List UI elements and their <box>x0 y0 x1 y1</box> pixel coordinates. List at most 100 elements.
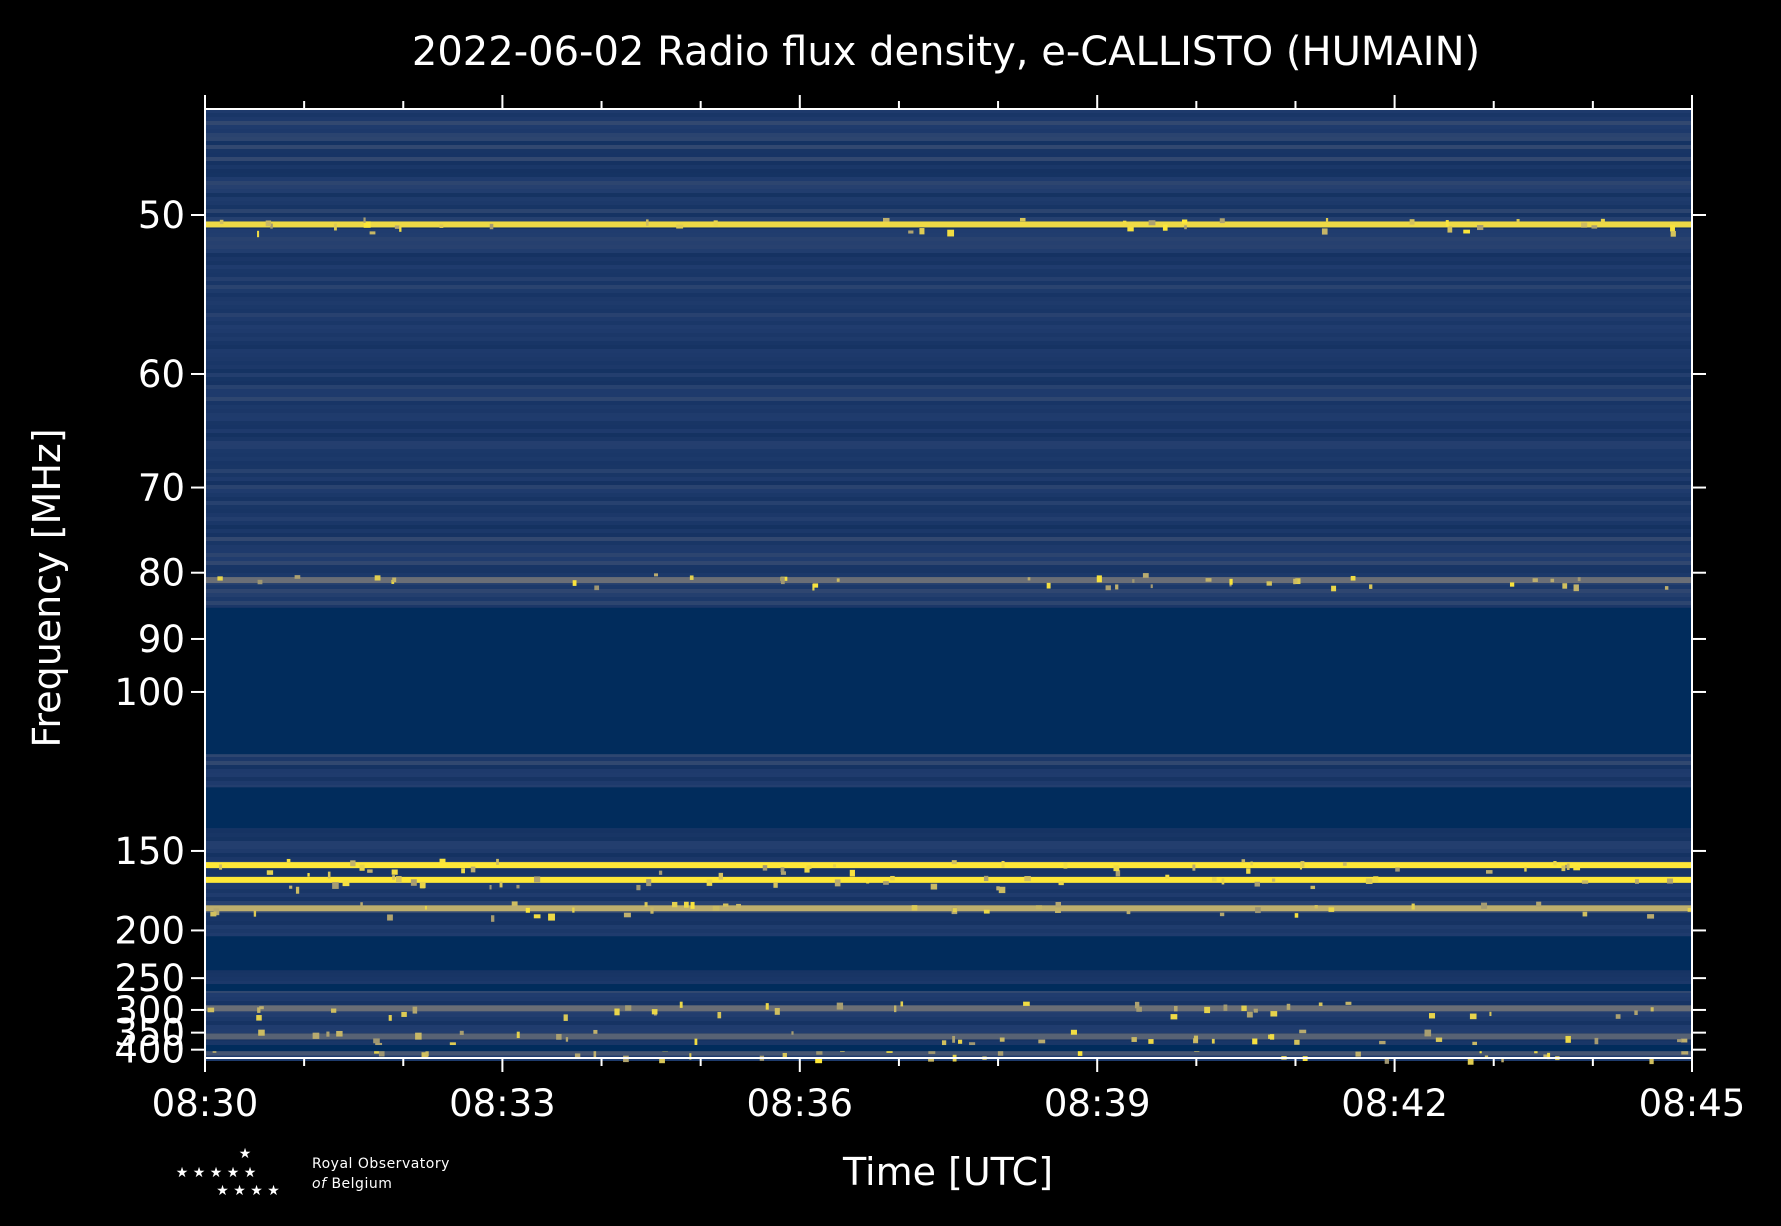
heatmap-row <box>205 885 1692 889</box>
hot-pixel <box>1581 222 1588 228</box>
heatmap-row <box>205 125 1692 129</box>
heatmap-row <box>205 529 1692 533</box>
hot-pixel <box>1435 1037 1443 1042</box>
heatmap-row <box>205 357 1692 361</box>
hot-pixel <box>207 1007 215 1013</box>
hot-pixel <box>1126 909 1131 915</box>
hot-pixel <box>253 910 257 917</box>
hot-pixel <box>1131 1037 1137 1042</box>
heatmap-row <box>205 893 1692 897</box>
heatmap-row <box>205 349 1692 353</box>
heatmap-row <box>205 549 1692 553</box>
hot-pixel <box>762 865 768 871</box>
hot-pixel <box>593 1029 598 1034</box>
y-axis-label: Frequency [MHz] <box>25 428 69 747</box>
x-tick-label: 08:39 <box>1044 1082 1151 1125</box>
heatmap-row <box>205 333 1692 337</box>
hot-pixel <box>1369 584 1373 589</box>
logo-line-1: Royal Observatory <box>312 1156 450 1172</box>
hot-pixel <box>1379 1040 1386 1045</box>
hot-pixel <box>1634 1010 1638 1016</box>
heatmap-row <box>205 205 1692 209</box>
heatmap-row <box>205 381 1692 385</box>
hot-pixel <box>1476 225 1484 231</box>
heatmap-row <box>205 557 1692 561</box>
hot-pixel <box>774 1008 780 1015</box>
heatmap-row <box>205 889 1692 893</box>
hot-pixel <box>1136 1006 1142 1012</box>
hot-pixel <box>259 1006 264 1010</box>
y-tick-label: 350 <box>114 1012 185 1055</box>
svg-text:★ ★ ★ ★: ★ ★ ★ ★ <box>216 1183 280 1199</box>
heatmap-row <box>205 929 1692 933</box>
hot-pixel <box>1581 880 1589 884</box>
hot-pixel <box>1687 907 1693 912</box>
heatmap-row <box>205 773 1692 777</box>
heatmap-row <box>205 329 1692 333</box>
hot-pixel <box>1550 578 1555 583</box>
hot-pixel <box>449 1042 456 1047</box>
y-tick-label: 100 <box>114 671 185 714</box>
hot-pixel <box>997 1049 1004 1056</box>
hot-pixel <box>265 220 272 227</box>
heatmap-row <box>205 133 1692 137</box>
hot-pixel <box>1295 578 1301 585</box>
heatmap-row <box>205 833 1692 837</box>
heatmap-row <box>205 257 1692 261</box>
hot-pixel <box>1566 863 1570 871</box>
hot-pixel <box>1229 583 1232 587</box>
emission-line <box>205 221 1692 228</box>
hot-pixel <box>706 879 713 886</box>
hot-pixel <box>690 901 695 909</box>
heatmap-row <box>205 1025 1692 1029</box>
hot-pixel <box>882 217 890 222</box>
hot-pixel <box>782 1052 787 1058</box>
hot-pixel <box>1677 1039 1682 1043</box>
x-tick-label: 08:30 <box>152 1082 259 1125</box>
hot-pixel <box>713 220 718 227</box>
hot-pixel <box>1411 903 1415 910</box>
heatmap-row <box>205 869 1692 873</box>
hot-pixel <box>257 230 260 238</box>
hot-pixel <box>676 224 684 229</box>
heatmap-rows <box>205 109 1692 1061</box>
hot-pixel <box>908 230 914 234</box>
hot-pixel <box>533 914 541 919</box>
heatmap-row <box>205 201 1692 205</box>
y-tick-label: 300 <box>114 989 185 1032</box>
hot-pixel <box>1489 1011 1492 1017</box>
heatmap-row <box>205 601 1692 605</box>
hot-pixel <box>928 1048 936 1054</box>
hot-pixel <box>1170 1014 1178 1020</box>
hot-pixel <box>374 575 381 581</box>
hot-pixel <box>286 858 291 863</box>
hot-pixel <box>1254 881 1260 887</box>
heatmap-row <box>205 857 1692 861</box>
heatmap-row <box>205 289 1692 293</box>
svg-text:★: ★ <box>239 1146 252 1162</box>
hot-pixel <box>410 879 417 886</box>
hot-pixel <box>1543 1054 1548 1059</box>
empty-band <box>205 787 1692 829</box>
hot-pixel <box>806 865 812 869</box>
x-tick-label: 08:45 <box>1639 1082 1746 1125</box>
hot-pixel <box>1148 1039 1154 1044</box>
heatmap-row <box>205 261 1692 265</box>
heatmap-row <box>205 217 1692 221</box>
hot-pixel <box>1294 1039 1300 1045</box>
hot-pixel <box>815 1057 823 1064</box>
hot-pixel <box>1650 1007 1654 1012</box>
hot-pixel <box>1472 1041 1477 1047</box>
hot-pixel <box>1027 577 1031 581</box>
hot-pixel <box>1562 583 1568 589</box>
hot-pixel <box>210 911 217 917</box>
heatmap-row <box>205 181 1692 185</box>
heatmap-row <box>205 585 1692 589</box>
heatmap-row <box>205 925 1692 929</box>
heatmap-row <box>205 377 1692 381</box>
heatmap-row <box>205 373 1692 377</box>
heatmap-row <box>205 285 1692 289</box>
heatmap-row <box>205 161 1692 165</box>
hot-pixel <box>1680 1038 1688 1043</box>
heatmap-row <box>205 977 1692 981</box>
